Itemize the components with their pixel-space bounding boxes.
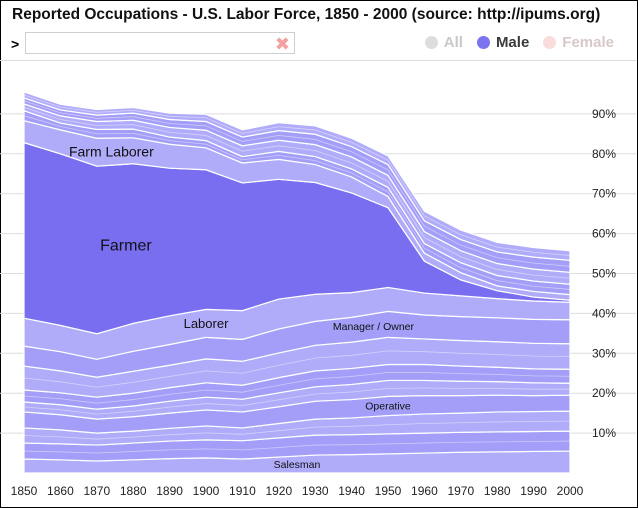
filter-male-label: Male [495,34,530,51]
xtick-1960: 1960 [411,484,438,498]
ytick-50%: 50% [592,267,616,281]
ytick-40%: 40% [592,306,616,320]
filter-female-label: Female [562,34,614,51]
search-box[interactable]: ✖ [25,32,295,54]
xtick-1850: 1850 [11,484,38,498]
filter-male-dot [476,36,490,49]
band-strand [23,115,571,290]
label-manager-owner: Manager / Owner [333,321,415,333]
band-strand [23,440,571,454]
y-axis-ticks: 10% 20% 30% 40% 50% 60% 70% 80% 90% [592,107,616,440]
xtick-1980: 1980 [484,484,511,498]
label-salesman: Salesman [274,459,321,471]
filter-female-dot [543,36,557,49]
ytick-10%: 10% [592,426,616,440]
search-prompt: > [11,36,20,52]
band-strand [23,100,571,267]
ytick-30%: 30% [592,346,616,360]
ytick-90%: 90% [592,107,616,121]
band-strand [23,350,571,388]
filter-all[interactable]: All [424,34,463,51]
xtick-1930: 1930 [302,484,329,498]
filter-all-label: All [443,34,463,51]
x-axis-ticks: 1850 1860 1870 1880 1890 1900 1910 1920 1930 1940… [11,484,584,498]
xtick-1990: 1990 [520,484,547,498]
band-strand [23,372,571,404]
xtick-1920: 1920 [265,484,292,498]
band-strand [23,94,571,256]
label-farm-laborer: Farm Laborer [69,144,154,160]
xtick-1880: 1880 [120,484,147,498]
ytick-80%: 80% [592,147,616,161]
ytick-70%: 70% [592,187,616,201]
xtick-1910: 1910 [229,484,256,498]
label-operative: Operative [365,401,411,413]
chart-title: Reported Occupations - U.S. Labor Force,… [12,6,601,23]
ytick-20%: 20% [592,386,616,400]
search-input[interactable] [26,33,274,53]
filter-female[interactable]: Female [543,34,614,51]
filter-male[interactable]: Male [476,34,530,51]
band-strand [23,420,571,440]
xtick-1950: 1950 [375,484,402,498]
filter-all-dot [424,36,438,49]
xtick-1890: 1890 [156,484,183,498]
band-strand [23,106,571,279]
clear-icon[interactable]: ✖ [274,34,290,54]
xtick-1970: 1970 [447,484,474,498]
band-labels: Salesman Operative Manager / Owner Laborer F… [69,144,415,472]
ytick-60%: 60% [592,227,616,241]
label-farmer: Farmer [100,237,152,254]
xtick-1900: 1900 [193,484,220,498]
label-laborer: Laborer [184,316,229,331]
band-strand [23,387,570,415]
xtick-1870: 1870 [83,484,110,498]
header-divider [0,60,636,61]
xtick-1860: 1860 [47,484,74,498]
occupation-bands[interactable] [23,91,571,474]
band-band-15[interactable] [23,91,571,261]
gender-filters: All Male Female [424,34,614,51]
xtick-2000: 2000 [557,484,584,498]
xtick-1940: 1940 [338,484,365,498]
